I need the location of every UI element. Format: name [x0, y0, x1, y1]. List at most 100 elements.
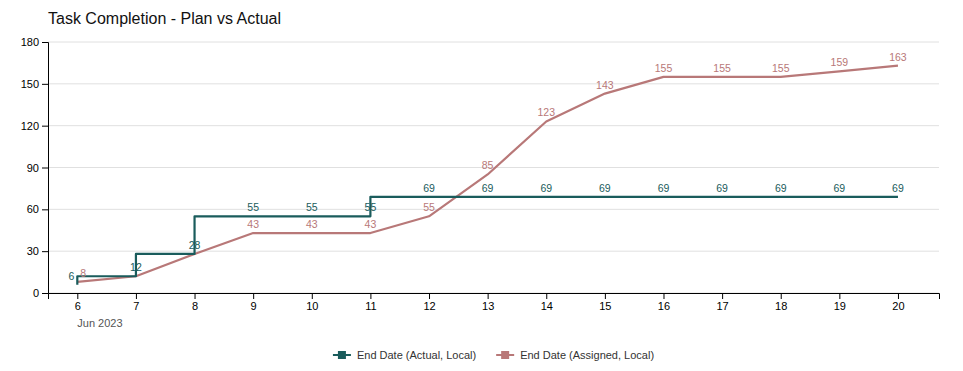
y-tick: 150	[21, 78, 48, 90]
x-axis-line	[49, 294, 940, 300]
grid-line	[48, 42, 939, 43]
data-label: 69	[540, 182, 552, 194]
data-label: 6	[68, 270, 74, 282]
y-tick-mark	[42, 84, 48, 85]
x-tick-label: 16	[658, 300, 670, 312]
data-label: 155	[713, 62, 731, 74]
x-tick-label: 8	[192, 300, 198, 312]
grid-line	[48, 251, 939, 252]
annotation: Jun 2023	[77, 317, 122, 329]
x-tick-mark	[546, 293, 547, 299]
data-label: 69	[599, 182, 611, 194]
grid-line	[48, 209, 939, 210]
x-tick-mark	[253, 293, 254, 299]
x-tick-mark	[136, 293, 137, 299]
data-label: 55	[306, 201, 318, 213]
x-tick: 15	[599, 293, 611, 312]
x-tick-label: 7	[133, 300, 139, 312]
x-tick-mark	[429, 293, 430, 299]
data-label: 155	[655, 62, 673, 74]
x-tick-mark	[605, 293, 606, 299]
chart: Task Completion - Plan vs Actual 6 7 8 9 10 11…	[0, 0, 963, 371]
y-axis-line	[42, 43, 49, 294]
x-tick: 19	[834, 293, 846, 312]
y-tick-label: 0	[33, 287, 39, 299]
data-label: 8	[80, 267, 86, 279]
data-label: 85	[482, 159, 494, 171]
x-tick-label: 17	[716, 300, 728, 312]
data-label: 55	[247, 201, 259, 213]
data-labels: 6812285543554355436955698569123691436915…	[68, 51, 906, 282]
y-tick-mark	[42, 42, 48, 43]
x-tick-label: 6	[75, 300, 81, 312]
x-tick: 12	[423, 293, 435, 312]
y-tick-mark	[42, 168, 48, 169]
x-tick: 18	[775, 293, 787, 312]
plot-area	[77, 66, 898, 285]
x-tick-mark	[312, 293, 313, 299]
title: Task Completion - Plan vs Actual	[48, 10, 281, 27]
x-tick-label: 14	[541, 300, 553, 312]
x-tick-mark	[370, 293, 371, 299]
y-tick-label: 90	[27, 162, 39, 174]
y-tick-label: 180	[21, 36, 39, 48]
x-tick: 16	[658, 293, 670, 312]
y-tick-label: 150	[21, 78, 39, 90]
x-tick-mark	[488, 293, 489, 299]
y-tick-mark	[42, 209, 48, 210]
y-tick-mark	[42, 293, 48, 294]
x-tick: 17	[716, 293, 728, 312]
legend-label: End Date (Actual, Local)	[357, 349, 476, 361]
x-axis: 6 7 8 9 10 11 12 13 14 15 16 17 18 19 20	[49, 293, 940, 312]
data-label: 159	[831, 56, 849, 68]
y-tick-mark	[42, 251, 48, 252]
y-tick: 30	[27, 245, 48, 257]
x-tick: 7	[133, 293, 139, 312]
x-tick: 13	[482, 293, 494, 312]
y-tick: 120	[21, 120, 48, 132]
data-label: 143	[596, 79, 614, 91]
x-tick: 10	[306, 293, 318, 312]
data-label: 43	[247, 218, 259, 230]
x-tick-mark	[77, 293, 78, 299]
x-tick-label: 12	[423, 300, 435, 312]
x-tick-mark	[195, 293, 196, 299]
legend-item: End Date (Assigned, Local)	[496, 349, 654, 361]
series-line	[77, 66, 898, 282]
x-tick-label: 10	[306, 300, 318, 312]
x-tick-mark	[839, 293, 840, 299]
grid	[48, 42, 939, 293]
data-label: 155	[772, 62, 790, 74]
grid-line	[48, 125, 939, 126]
x-tick-mark	[663, 293, 664, 299]
data-label: 69	[716, 182, 728, 194]
legend-swatch	[338, 351, 346, 359]
x-tick: 11	[365, 293, 376, 312]
legend-label: End Date (Assigned, Local)	[520, 349, 654, 361]
x-tick-label: 20	[892, 300, 904, 312]
x-tick: 20	[892, 293, 904, 312]
data-label: 55	[423, 201, 435, 213]
data-label: 69	[658, 182, 670, 194]
x-tick: 9	[251, 293, 257, 312]
y-tick-label: 120	[21, 120, 39, 132]
x-tick: 14	[541, 293, 553, 312]
data-label: 69	[834, 182, 846, 194]
x-tick-label: 18	[775, 300, 787, 312]
x-tick-mark	[898, 293, 899, 299]
x-tick-mark	[722, 293, 723, 299]
x-tick: 8	[192, 293, 198, 312]
y-tick: 90	[27, 162, 48, 174]
data-label: 69	[892, 182, 904, 194]
y-tick-label: 30	[27, 245, 39, 257]
data-label: 69	[775, 182, 787, 194]
x-tick-label: 15	[599, 300, 611, 312]
data-label: 163	[889, 51, 907, 63]
data-label: 123	[537, 106, 555, 118]
x-tick-label: 13	[482, 300, 494, 312]
x-tick-label: 19	[834, 300, 846, 312]
y-tick-mark	[42, 126, 48, 127]
data-label: 69	[482, 182, 494, 194]
x-tick-label: 9	[251, 300, 257, 312]
series-line	[77, 197, 898, 285]
